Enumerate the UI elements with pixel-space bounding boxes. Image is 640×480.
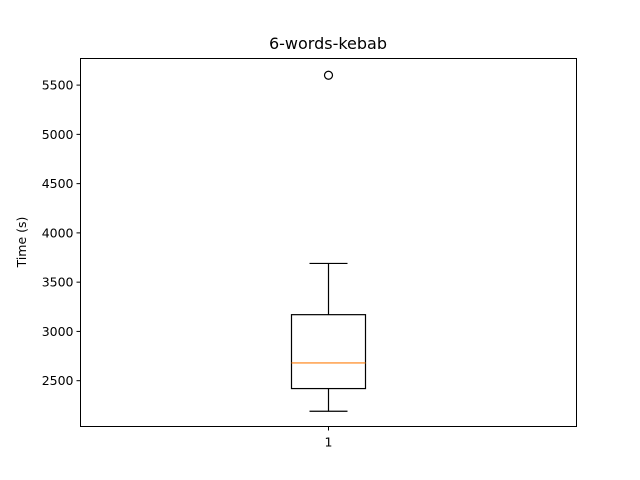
- box-iqr: [290, 314, 367, 390]
- y-tick-label: 3000: [42, 324, 74, 339]
- y-tick-label: 4000: [42, 225, 74, 240]
- y-tick-label: 4500: [42, 176, 74, 191]
- chart-title: 6-words-kebab: [269, 34, 387, 53]
- y-tick-label: 2500: [42, 373, 74, 388]
- chart-marks: 2500 3000 3500 4000 4500 5000 5500 1: [42, 70, 367, 450]
- y-tick-label: 5500: [42, 78, 74, 93]
- box-group: [290, 70, 367, 412]
- outlier-point: [323, 70, 334, 80]
- x-tick-label: 1: [325, 435, 333, 450]
- y-tick-label: 3500: [42, 275, 74, 290]
- y-axis-label: Time (s): [14, 217, 29, 269]
- plot-frame: [80, 58, 577, 427]
- y-tick-label: 5000: [42, 127, 74, 142]
